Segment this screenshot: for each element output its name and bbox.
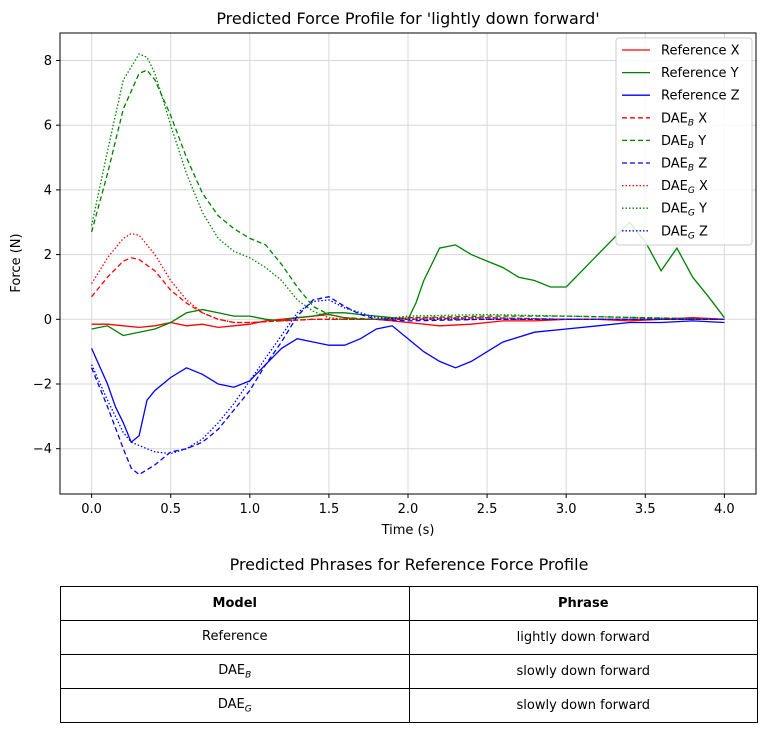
y-tick-label: 2	[44, 248, 52, 263]
model-subscript: G	[244, 704, 252, 715]
header-model: Model	[60, 586, 410, 621]
y-tick-label: 0	[44, 313, 52, 328]
y-tick-label: 6	[44, 119, 52, 134]
legend-label: Reference X	[661, 44, 740, 59]
legend-label: DAEB X	[661, 111, 707, 128]
legend-label: DAEG Y	[661, 202, 707, 219]
x-tick-label: 2.5	[477, 502, 498, 517]
y-axis-label: Force (N)	[9, 233, 24, 292]
x-axis-label: Time (s)	[381, 523, 435, 538]
legend-label: DAEB Z	[661, 157, 707, 174]
row-model: Reference	[60, 620, 410, 655]
legend-label: DAEG X	[661, 179, 708, 196]
y-tick-label: 4	[44, 183, 52, 198]
row-phrase: lightly down forward	[408, 620, 758, 655]
x-tick-label: 2.0	[398, 502, 419, 517]
table-row: DAEB slowly down forward	[60, 654, 758, 689]
row-phrase: slowly down forward	[408, 654, 758, 689]
x-tick-label: 1.5	[319, 502, 340, 517]
legend-label: Reference Z	[661, 89, 740, 104]
series-line	[91, 257, 725, 324]
x-tick-label: 3.0	[556, 502, 577, 517]
force-profile-chart: Predicted Force Profile for 'lightly dow…	[9, 9, 757, 538]
plot-lines	[90, 53, 725, 476]
model-name: DAE	[218, 662, 246, 678]
series-line	[91, 320, 725, 444]
chart-title: Predicted Force Profile for 'lightly dow…	[216, 9, 599, 28]
y-tick-label: −4	[33, 442, 52, 457]
row-phrase: slowly down forward	[408, 688, 758, 723]
series-line	[91, 232, 725, 324]
series-line	[91, 299, 725, 455]
legend-label: DAEG Z	[661, 224, 708, 241]
legend: Reference X Reference Y Reference Z DAEB X D…	[615, 37, 753, 246]
y-tick-label: 8	[44, 54, 52, 69]
legend-label: DAEB Y	[661, 134, 706, 151]
model-name: Reference	[202, 628, 268, 644]
table-title: Predicted Phrases for Reference Force Pr…	[229, 555, 589, 574]
x-tick-label: 0.0	[81, 502, 102, 517]
x-tick-label: 1.0	[239, 502, 260, 517]
legend-box	[615, 37, 753, 246]
model-subscript: B	[245, 670, 252, 681]
legend-label: Reference Y	[661, 66, 739, 81]
row-model: DAEB	[60, 654, 410, 689]
x-tick-label: 4.0	[714, 502, 735, 517]
y-tick-label: −2	[33, 378, 52, 393]
x-tick-label: 3.5	[635, 502, 656, 517]
table-header-row: Model Phrase	[60, 586, 758, 621]
series-line	[90, 69, 725, 320]
x-ticks: 0.0 0.5 1.0 1.5 2.0 2.5 3.0 3.5 4.0	[81, 494, 735, 517]
model-name: DAE	[217, 696, 245, 712]
row-model: DAEG	[60, 688, 410, 723]
x-tick-label: 0.5	[160, 502, 181, 517]
phrase-table: Model Phrase Reference lightly down forw…	[60, 586, 758, 723]
header-phrase: Phrase	[408, 586, 758, 621]
series-line	[90, 296, 725, 476]
y-ticks: −4 −2 0 2 4 6 8	[33, 54, 60, 457]
table-row: Reference lightly down forward	[60, 620, 758, 655]
table-row: DAEG slowly down forward	[60, 688, 758, 723]
series-line	[90, 53, 725, 320]
